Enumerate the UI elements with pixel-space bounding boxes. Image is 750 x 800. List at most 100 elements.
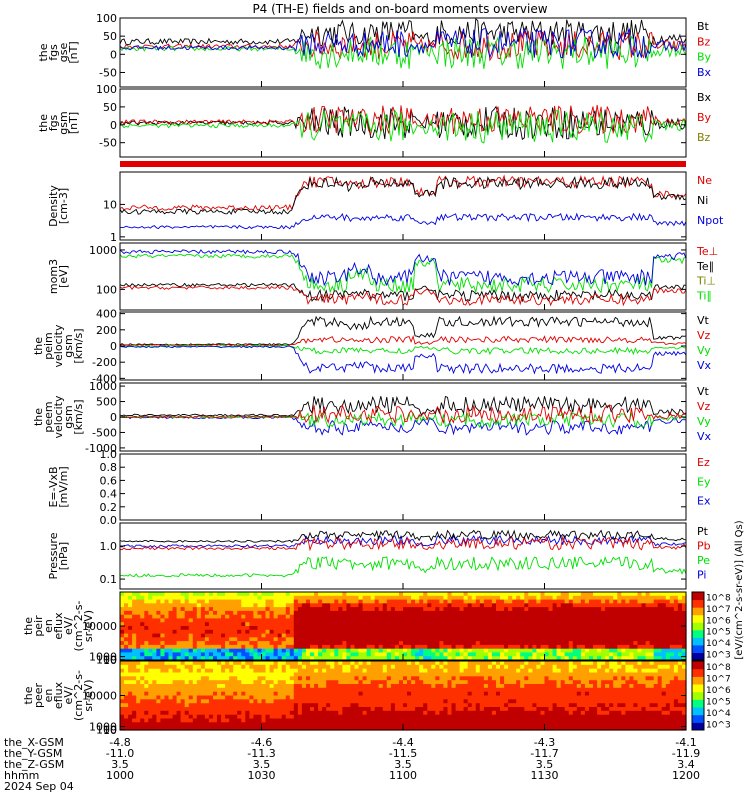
legend-entry: Vz bbox=[697, 400, 711, 413]
y-tick-label: 100 bbox=[96, 654, 117, 667]
y-axis-label: the bbox=[37, 43, 50, 61]
time-axis-value: -4.1 bbox=[675, 736, 696, 749]
colorbar-tick-label: 10^3 bbox=[706, 720, 731, 730]
colorbar-9: 10^310^410^5 10^610^710^8 bbox=[691, 591, 731, 661]
legend-entry: Pt bbox=[697, 525, 709, 538]
time-axis-value: 3.4 bbox=[677, 758, 695, 771]
panel-frame bbox=[119, 171, 687, 241]
panel-frame bbox=[119, 522, 687, 590]
y-tick-label: -50 bbox=[99, 137, 117, 150]
y-axis-label: fgs bbox=[47, 44, 60, 61]
y-tick-label: -50 bbox=[99, 66, 117, 79]
series-Pb bbox=[119, 535, 687, 552]
y-axis-label: peem bbox=[42, 401, 55, 432]
y-axis-label: en bbox=[42, 619, 55, 633]
y-axis-label: en bbox=[42, 689, 55, 703]
y-axis-label: eflux bbox=[52, 612, 65, 640]
time-axis-value: -4.8 bbox=[109, 736, 130, 749]
time-axis-row-label: hhmm bbox=[4, 769, 39, 782]
time-axis-row-label: the_Y-GSM bbox=[4, 747, 62, 760]
time-axis-value: 3.5 bbox=[253, 758, 271, 771]
time-axis-value: 1130 bbox=[531, 769, 559, 782]
y-tick-label: 10000 bbox=[82, 620, 117, 633]
legend-entry: Bt bbox=[697, 20, 710, 33]
legend-entry: Ne bbox=[697, 174, 712, 187]
y-tick-label: 0 bbox=[110, 340, 117, 353]
colorbar-10: 10^310^4 10^510^6 10^710^8 bbox=[691, 660, 731, 731]
colorbar-tick-label: 10^3 bbox=[706, 650, 731, 660]
legend-entry: Npot bbox=[697, 214, 724, 227]
y-axis-label: (cm^2-s- bbox=[72, 601, 85, 652]
y-axis-label: fgs bbox=[47, 114, 60, 131]
y-tick-label: 100 bbox=[96, 283, 117, 296]
y-tick-label: 100 bbox=[96, 12, 117, 25]
time-axis-value: 3.5 bbox=[111, 758, 129, 771]
series-Bz bbox=[119, 109, 687, 144]
y-axis-label: Density bbox=[47, 185, 60, 227]
colorbar-tick-label: 10^4 bbox=[706, 639, 731, 649]
time-axis-value: 3.5 bbox=[394, 758, 412, 771]
colorbar-tick-label: 10^5 bbox=[706, 628, 731, 638]
series-Ne bbox=[119, 174, 687, 211]
legend-entry: Ni bbox=[697, 194, 708, 207]
y-axis-label: the bbox=[37, 114, 50, 132]
y-tick-label: 10 bbox=[103, 198, 117, 211]
time-axis-value: 1000 bbox=[106, 769, 134, 782]
y-tick-label: 1.0 bbox=[100, 448, 118, 461]
series-Vt bbox=[119, 395, 687, 417]
availability-bar bbox=[120, 161, 686, 167]
y-tick-label: 50 bbox=[103, 101, 117, 114]
time-axis-row-label: the_Z-GSM bbox=[4, 758, 64, 771]
y-tick-label: 400 bbox=[96, 308, 117, 321]
panel-4: 1000 100 mom3[eV] Te⊥ Te∥ Ti⊥Ti∥ bbox=[47, 242, 718, 311]
series-Vt bbox=[119, 315, 687, 346]
legend-entry: By bbox=[697, 111, 712, 124]
time-axis-value: 1200 bbox=[672, 769, 700, 782]
legend-entry: Ez bbox=[697, 456, 710, 469]
y-tick-label: 200 bbox=[96, 324, 117, 337]
series-Ti⊥ bbox=[119, 249, 687, 287]
y-axis-label: peir bbox=[32, 615, 45, 637]
panels: 100500-50thefgsgse[nT]BtBzByBx100500-50t… bbox=[22, 12, 745, 737]
y-tick-label: 1.0 bbox=[100, 540, 118, 553]
colorbar-tick-label: 10^8 bbox=[706, 663, 731, 673]
colorbar-tick-label: 10^6 bbox=[706, 616, 731, 626]
y-axis-label: gse bbox=[57, 43, 70, 63]
y-tick-label: 1000 bbox=[89, 244, 117, 257]
series-Bx bbox=[119, 27, 687, 60]
legend-entry: Pb bbox=[697, 540, 711, 553]
y-axis-label: gsm bbox=[57, 111, 70, 134]
y-tick-label: 1000 bbox=[89, 651, 117, 664]
time-axis-value: -4.4 bbox=[392, 736, 413, 749]
colorbar-tick-label: 10^4 bbox=[706, 709, 731, 719]
y-axis-label: E=-VxB bbox=[47, 466, 60, 507]
y-tick-label: 100 bbox=[96, 83, 117, 96]
y-axis-label: eV/ bbox=[62, 686, 75, 704]
y-axis-label: peer bbox=[32, 683, 45, 709]
figure-title: P4 (TH-E) fields and on-board moments ov… bbox=[252, 2, 547, 16]
y-tick-label: -500 bbox=[92, 426, 117, 439]
legend-entry: Vy bbox=[697, 415, 711, 428]
y-tick-label: 1000 bbox=[89, 380, 117, 393]
series-Ni bbox=[119, 175, 687, 216]
series-Ti∥ bbox=[119, 253, 687, 294]
y-axis-label: sr-eV) bbox=[82, 679, 95, 711]
time-axis-value: 3.5 bbox=[536, 758, 554, 771]
time-axis-value: -11.3 bbox=[247, 747, 275, 760]
legend-entry: Pe bbox=[697, 554, 710, 567]
time-axis-value: -11.7 bbox=[530, 747, 558, 760]
colorbar-tick-label: 10^7 bbox=[706, 605, 731, 615]
series-Pt bbox=[119, 529, 687, 543]
y-axis-label: the bbox=[32, 408, 45, 426]
legend-entry: Vx bbox=[697, 359, 712, 372]
time-axis-value: -11.9 bbox=[672, 747, 700, 760]
legend-entry: Te∥ bbox=[696, 260, 714, 273]
panel-3: 10 1 Density[cm-3] Ne Ni Npot bbox=[47, 171, 724, 244]
y-tick-label: -400 bbox=[92, 372, 117, 385]
